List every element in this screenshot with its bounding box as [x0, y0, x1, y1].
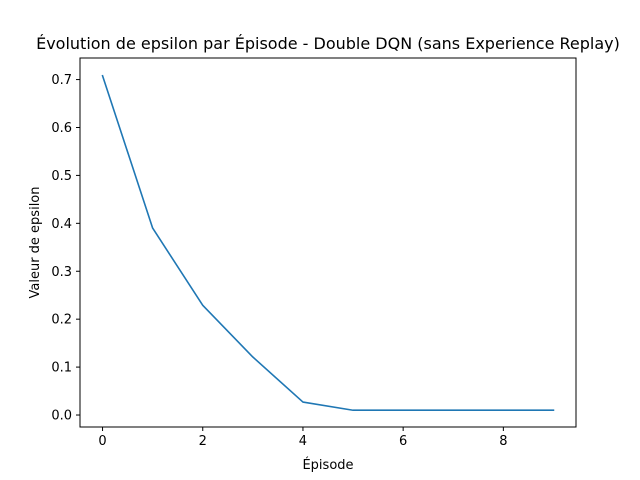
x-tick-label: 2 — [199, 434, 207, 449]
x-axis-label: Épisode — [302, 457, 353, 473]
x-tick-label: 0 — [98, 434, 106, 449]
epsilon-series-line — [101, 74, 555, 412]
y-tick-label: 0.3 — [51, 265, 72, 280]
y-tick-label: 0.2 — [51, 313, 72, 328]
y-tick-label: 0.6 — [51, 121, 72, 136]
chart-title: Évolution de epsilon par Épisode - Doubl… — [36, 34, 620, 53]
y-tick-label: 0.1 — [51, 361, 72, 376]
x-tick-label: 4 — [299, 434, 307, 449]
y-tick-label: 0.5 — [51, 169, 72, 184]
y-axis-label: Valeur de epsilon — [28, 187, 43, 299]
plot-area: 0 2 4 6 8 0.0 0.1 0.2 0.3 0.4 0.5 0.6 0.7 — [51, 73, 555, 449]
y-tick-label: 0.4 — [51, 217, 72, 232]
y-tick-label: 0.7 — [51, 73, 72, 88]
y-tick-label: 0.0 — [51, 409, 72, 424]
x-tick-label: 8 — [499, 434, 507, 449]
x-tick-label: 6 — [399, 434, 407, 449]
axes-frame — [79, 57, 577, 428]
